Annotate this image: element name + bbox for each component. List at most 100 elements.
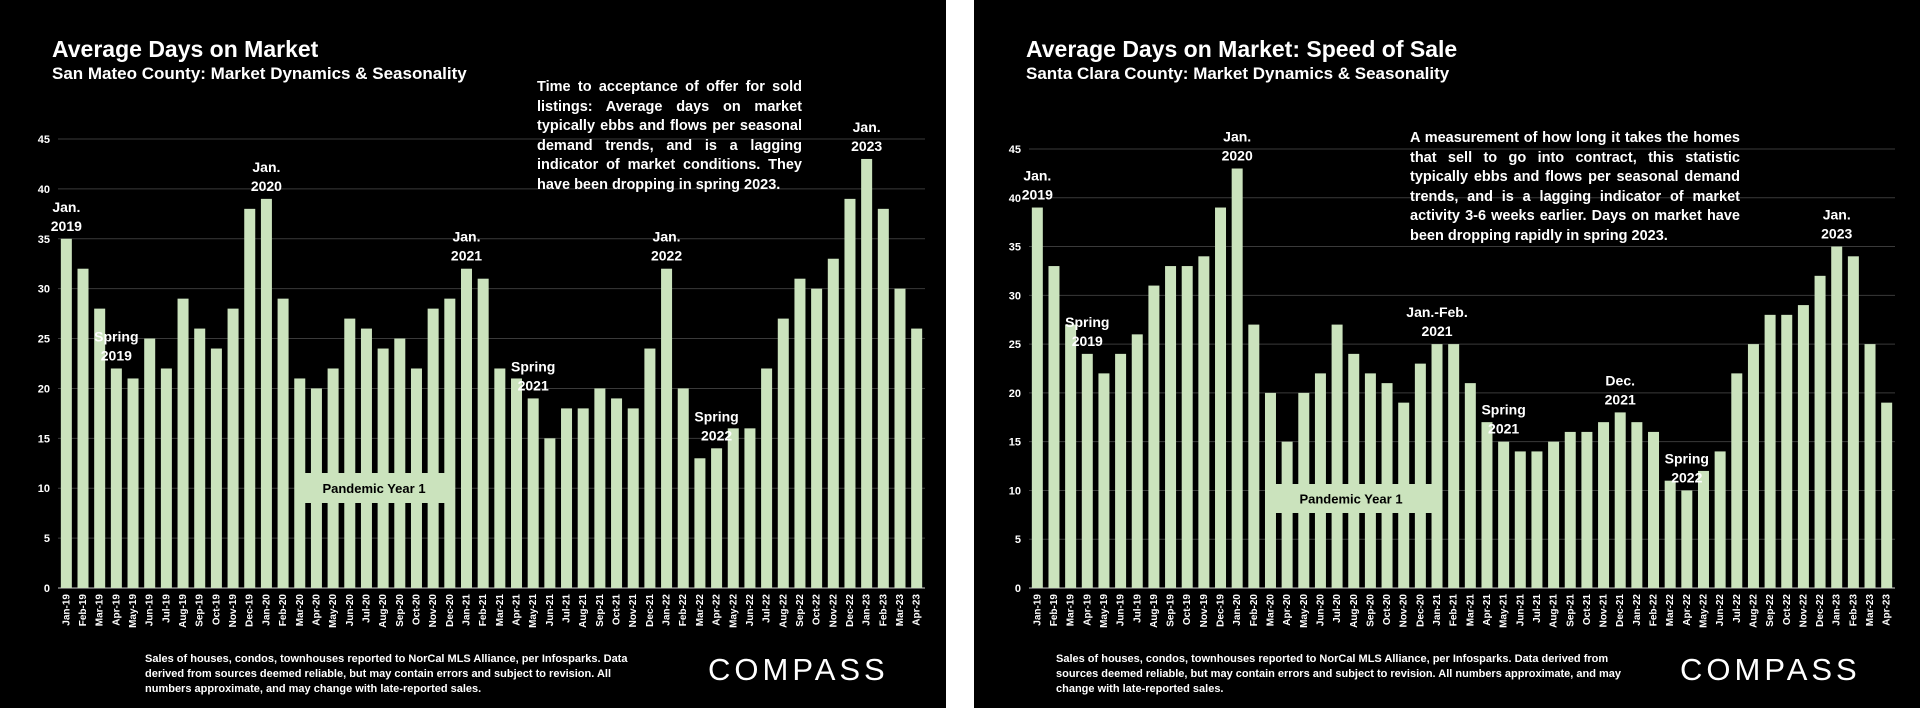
x-tick-label: Jan-21 [1432,594,1443,626]
x-tick-label: Apr-21 [1482,594,1493,626]
chart-title: Average Days on Market: Speed of Sale [1026,36,1458,62]
x-tick-label: Jun-22 [1715,594,1726,627]
x-tick-label: Sep-21 [1565,594,1576,627]
bar [460,268,472,588]
bar-annotation: 2019 [101,347,132,363]
bar [1764,314,1776,588]
bar [1747,344,1759,588]
bar [1498,441,1510,588]
x-tick-label: Jan-23 [862,594,873,626]
x-tick-label: Feb-22 [1649,594,1660,627]
x-tick-label: Aug-22 [1748,594,1759,628]
bar [744,428,756,588]
bar [1814,275,1826,588]
x-tick-label: Apr-20 [311,594,322,626]
x-tick-label: Feb-23 [1848,594,1859,627]
x-tick-label: Dec-21 [1615,594,1626,627]
x-tick-label: Aug-19 [1149,594,1160,628]
x-tick-label: Mar-19 [1066,594,1077,627]
bar [1065,324,1077,588]
bar [1165,266,1177,588]
bar-annotation: 2023 [1821,226,1852,242]
x-tick-label: Mar-21 [495,594,506,627]
bar [1364,373,1376,588]
bar-annotation: Spring [94,328,138,344]
bar [527,398,539,588]
x-tick-label: Mar-19 [95,594,106,627]
x-tick-label: Dec-20 [1415,594,1426,627]
x-tick-label: Dec-21 [645,594,656,627]
x-tick-label: Jun-21 [1515,594,1526,627]
bar-annotation: Jan. [252,159,280,175]
x-tick-label: Jun-21 [545,594,556,627]
bar [1331,324,1343,588]
x-tick-label: Mar-22 [695,594,706,627]
x-tick-label: May-22 [728,594,739,628]
x-tick-label: Sep-22 [795,594,806,627]
bar [727,428,739,588]
y-tick-label: 30 [38,284,50,296]
x-tick-label: Jul-22 [1732,594,1743,623]
x-tick-label: Sep-20 [395,594,406,627]
y-tick-label: 10 [38,483,50,495]
bar [1648,431,1660,588]
y-tick-label: 45 [38,134,50,146]
x-tick-label: Oct-19 [1182,594,1193,626]
x-tick-label: Feb-23 [878,594,889,627]
bar-annotation: Jan. [52,199,80,215]
x-tick-label: Apr-21 [512,594,523,626]
source-footnote: Sales of houses, condos, townhouses repo… [145,653,628,695]
y-tick-label: 45 [1009,144,1021,156]
bar [144,338,156,588]
y-tick-label: 20 [38,383,50,395]
bar [1414,363,1426,588]
bar-annotation: 2019 [51,218,82,234]
bar [544,438,556,588]
x-tick-label: Mar-22 [1665,594,1676,627]
x-tick-label: Oct-21 [1582,594,1593,626]
bar [1831,246,1843,589]
bar [877,208,889,588]
pandemic-label: Pandemic Year 1 [322,481,425,496]
bar [1448,344,1460,588]
chart-panel-santa-clara: 0 5 10 15 20 25 30 35 40 45 Jan-19 Feb-19 Mar-19 Apr-… [974,0,1920,708]
bar [494,368,506,588]
bar-annotation: Dec. [1605,372,1635,388]
bar-annotation: Jan. [1023,168,1051,184]
bar-annotation: 2022 [1671,469,1702,485]
y-tick-label: 35 [38,234,50,246]
chart-description: A measurement of how long it takes the h… [1410,130,1740,244]
bar [1781,314,1793,588]
x-tick-label: Jan-23 [1832,594,1843,626]
bar [1314,373,1326,588]
bar [1464,383,1476,588]
x-tick-label: May-19 [1099,594,1110,628]
bar [1148,285,1160,588]
x-tick-label: Dec-22 [1815,594,1826,627]
bar [177,298,189,588]
x-tick-label: May-20 [328,594,339,628]
x-tick-label: May-21 [1499,594,1510,628]
bar-annotation: Spring [1065,314,1109,330]
pandemic-label-box [1270,484,1432,513]
x-tick-label: Jul-21 [1532,594,1543,623]
bar [644,348,656,588]
x-tick-label: Mar-21 [1465,594,1476,627]
y-tick-label: 15 [38,433,50,445]
bar [60,238,72,588]
bar [1248,324,1260,588]
x-tick-label: Aug-20 [1349,594,1360,628]
x-tick-label: Oct-21 [612,594,623,626]
x-tick-label: Aug-22 [778,594,789,628]
bar [194,328,206,588]
x-tick-label: Jul-20 [361,594,372,623]
bar [1681,490,1693,588]
x-tick-label: Oct-22 [812,594,823,626]
bar [1797,305,1809,588]
bar [1714,451,1726,588]
x-tick-label: Nov-19 [1199,594,1210,628]
bar-annotation: 2020 [1222,148,1253,164]
x-tick-label: Nov-20 [428,594,439,628]
bar [1348,353,1360,588]
bar [427,308,439,588]
